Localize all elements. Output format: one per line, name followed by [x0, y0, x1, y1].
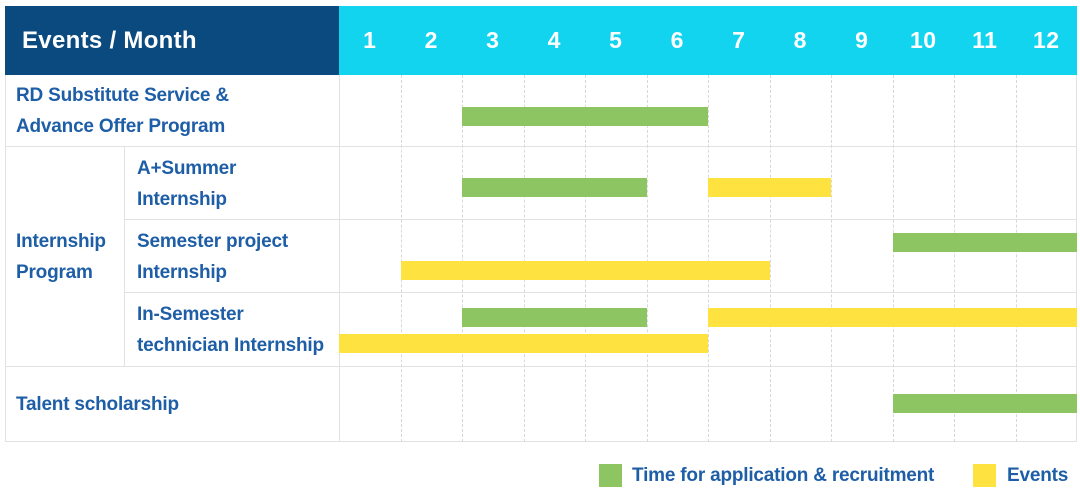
month-gridline: [646, 75, 648, 442]
gantt-bar-event: [708, 178, 831, 197]
table-border-left: [5, 75, 6, 442]
month-header-cell: 7: [732, 27, 746, 53]
month-gridline: [769, 75, 771, 442]
table-header-events-month: Events / Month: [5, 6, 339, 75]
month-header-cell: 12: [1032, 27, 1060, 53]
month-header-cell: 8: [793, 27, 807, 53]
legend-swatch-application: [599, 464, 622, 487]
table-border-bottom: [5, 441, 1077, 442]
month-header-cell: 6: [670, 27, 684, 53]
gantt-bar-application: [462, 107, 708, 126]
gantt-bar-application: [462, 178, 647, 197]
row-separator: [124, 219, 1077, 220]
row-label: Semester project Internship: [137, 230, 288, 283]
month-header-cell: 3: [486, 27, 500, 53]
label-chart-divider: [339, 75, 340, 442]
month-gridline: [708, 75, 709, 442]
gantt-bar-event: [339, 334, 708, 353]
month-gridline: [954, 75, 955, 442]
month-header-cell: 11: [972, 27, 998, 53]
row-separator: [5, 366, 1077, 367]
month-header-cell: 2: [424, 27, 438, 53]
month-header-cell: 9: [855, 27, 869, 53]
month-header-cell: 10: [909, 27, 937, 53]
gantt-bar-event: [400, 261, 770, 280]
month-gridline: [585, 75, 586, 442]
row-separator: [5, 146, 1077, 147]
gantt-bar-application: [892, 233, 1077, 252]
month-gridline: [523, 75, 525, 442]
month-gridline: [462, 75, 463, 442]
month-header-cell: 4: [547, 27, 561, 53]
gantt-bar-application: [892, 394, 1077, 413]
month-gridline: [831, 75, 832, 442]
table-border-right: [1076, 75, 1077, 442]
gantt-bar-event: [708, 308, 1077, 327]
row-separator: [124, 292, 1077, 293]
row-label: RD Substitute Service & Advance Offer Pr…: [16, 85, 229, 137]
month-header-row: 1 2 3 4 5 6 7 8 9 10 11 12: [339, 6, 1077, 75]
gantt-bar-application: [462, 308, 647, 327]
row-label: A+Summer Internship: [137, 157, 237, 210]
legend-label: Events: [1007, 464, 1069, 486]
legend-swatch-event: [973, 464, 996, 487]
row-label: Talent scholarship: [16, 394, 179, 415]
row-label: In-Semester technician Internship: [137, 304, 324, 356]
group-column-divider: [124, 147, 125, 367]
month-gridline: [400, 75, 402, 442]
month-gridline: [1015, 75, 1017, 442]
month-gridline: [892, 75, 894, 442]
group-label: Internship Program: [16, 231, 106, 283]
month-header-cell: 1: [363, 27, 377, 53]
legend-label: Time for application & recruitment: [632, 464, 935, 486]
month-header-cell: 5: [609, 27, 623, 53]
